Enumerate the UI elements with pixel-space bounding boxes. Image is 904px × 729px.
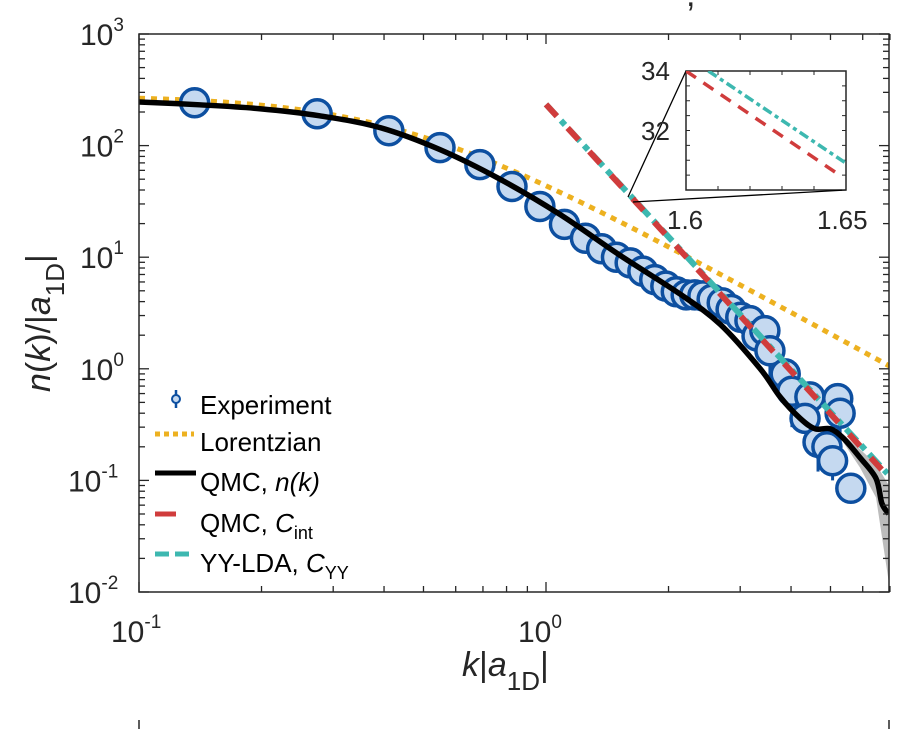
y-tick-label: 10-1 — [68, 461, 118, 498]
y-axis-label-k: k — [20, 343, 58, 362]
y-tick-label: 102 — [80, 127, 124, 164]
inset-connector-bottom — [632, 189, 847, 203]
x-axis-label-suffix: | — [540, 646, 549, 684]
y-tick-label: 100 — [80, 350, 124, 387]
legend-qmc-nk-label: QMC, n(k) — [200, 467, 320, 497]
legend-experiment-marker-icon — [171, 394, 181, 404]
plot-area — [139, 87, 889, 584]
y-axis-label: n(k)/|a1D| — [20, 254, 70, 392]
y-tick-label: 10-2 — [68, 573, 118, 610]
plot-frame — [138, 33, 890, 593]
legend-yy-lda-label: YY-LDA, CYY — [200, 548, 349, 583]
y-axis-label-n: n — [20, 373, 58, 392]
series-qmc-cint-line — [543, 102, 889, 478]
experiment-data-point — [835, 472, 867, 505]
svg-text:k|a1D|: k|a1D| — [462, 646, 549, 696]
legend: Experiment Lorentzian QMC, n(k) QMC, Cint YY… — [155, 390, 349, 583]
x-axis-label-a: a — [488, 646, 507, 684]
y-axis-label-paren1: ( — [20, 361, 58, 373]
series-qmc-nk-line — [139, 99, 889, 516]
title-fragment: , — [686, 0, 695, 14]
x-axis-label-sub: 1D — [507, 666, 540, 696]
inset: 34 32 1.6 1.65 — [627, 56, 868, 235]
y-axis-label-mid: )/| — [20, 315, 58, 345]
legend-lorentzian-label: Lorentzian — [200, 427, 321, 457]
y-axis-label-sub: 1D — [40, 263, 70, 296]
legend-qmc-cint-label: QMC, Cint — [200, 508, 313, 543]
y-axis-label-suffix: | — [20, 254, 58, 263]
inset-plot-area — [686, 71, 846, 177]
inset-frame — [685, 70, 847, 191]
x-axis-label-k: k — [462, 646, 481, 684]
inset-x-tick-label: 1.6 — [667, 205, 703, 235]
x-axis-label: k|a1D| — [462, 646, 549, 696]
inset-x-tick-label: 1.65 — [817, 205, 868, 235]
y-axis-label-a: a — [20, 296, 58, 315]
legend-experiment-label: Experiment — [200, 390, 332, 420]
y-tick-label: 103 — [80, 15, 124, 52]
y-tick-label: 101 — [80, 238, 124, 275]
qmc-uncertainty-band — [843, 434, 889, 584]
inset-y-tick-label: 32 — [641, 116, 670, 146]
experiment-data-point — [816, 444, 849, 477]
inset-yy-lda-line — [707, 71, 846, 165]
inset-qmc-cint-line — [686, 71, 841, 177]
inset-y-tick-label: 34 — [641, 56, 670, 86]
svg-text:n(k)/|a1D|: n(k)/|a1D| — [20, 254, 70, 392]
x-tick-label: 10-1 — [111, 612, 161, 649]
inset-connector-top — [627, 70, 687, 198]
x-axis-label-bar: | — [479, 646, 488, 684]
x-tick-label: 100 — [518, 612, 562, 649]
